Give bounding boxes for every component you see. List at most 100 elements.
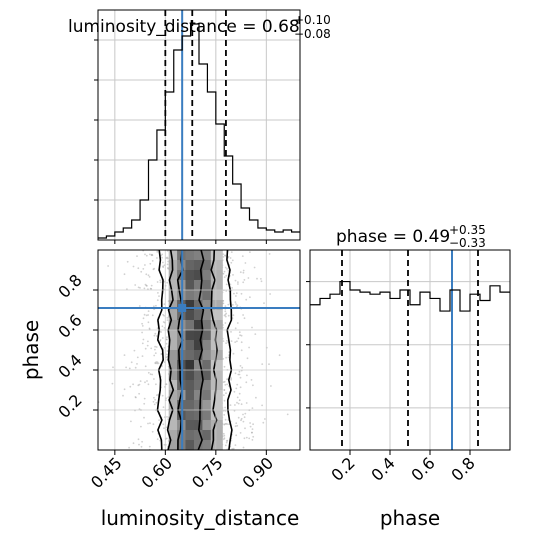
joint-density-bin (210, 320, 223, 330)
joint-truth-marker (178, 304, 187, 312)
joint-density-bin (168, 250, 181, 260)
joint-sample-point (163, 427, 165, 430)
joint-sample-point (230, 251, 233, 254)
joint-sample-point (242, 281, 245, 284)
joint-sample-point (243, 279, 246, 281)
panel-ld-marginal: luminosity_distance = 0.68 +0.10 −0.08 (68, 9, 331, 244)
joint-sample-point (240, 403, 243, 406)
joint-sample-point (144, 381, 146, 384)
joint-density-bin (202, 250, 215, 260)
joint-sample-point (155, 346, 158, 348)
joint-density-bin (210, 280, 223, 290)
joint-sample-point (144, 253, 146, 256)
joint-sample-point (156, 362, 159, 365)
joint-sample-point (162, 423, 165, 426)
joint-sample-point (223, 423, 226, 426)
joint-sample-point (137, 384, 140, 387)
joint-sample-point (149, 262, 152, 265)
joint-sample-point (251, 428, 254, 430)
joint-density-bin (185, 330, 198, 340)
joint-sample-point (252, 423, 255, 426)
joint-density-bin (210, 420, 223, 430)
joint-sample-point (229, 257, 232, 259)
joint-sample-point (144, 283, 147, 286)
phase-title-label: phase = 0.49 (336, 227, 450, 247)
joint-sample-point (123, 354, 126, 356)
joint-sample-point (159, 281, 162, 284)
joint-sample-point (238, 392, 241, 395)
joint-density-bin (194, 370, 206, 380)
joint-sample-point (225, 422, 228, 425)
joint-sample-point (148, 276, 151, 278)
joint-sample-point (150, 288, 153, 290)
joint-sample-point (235, 303, 237, 305)
joint-sample-point (162, 266, 165, 269)
joint-sample-point (226, 268, 228, 270)
joint-sample-point (224, 305, 227, 307)
joint-sample-point (226, 440, 228, 442)
panel-joint: 0.45 0.60 0.75 0.90 0.2 0.4 0.6 0.8 luminosity… (19, 249, 301, 530)
joint-sample-point (224, 444, 227, 447)
joint-density-bin (210, 390, 223, 400)
joint-density-bin (185, 250, 198, 260)
joint-density-bin (202, 360, 215, 370)
joint-sample-point (236, 304, 239, 307)
joint-sample-point (236, 322, 239, 324)
joint-sample-point (145, 254, 148, 257)
joint-sample-point (234, 327, 237, 330)
joint-sample-point (244, 427, 246, 430)
joint-sample-point (149, 253, 151, 256)
phase-title-sub: −0.33 (449, 236, 486, 250)
joint-density-bin (168, 320, 181, 330)
joint-density-bin (210, 430, 223, 440)
phase-title: phase = 0.49 (336, 227, 450, 247)
joint-sample-point (256, 277, 258, 280)
joint-density-bin (202, 400, 215, 410)
joint-sample-point (231, 287, 234, 289)
joint-sample-point (234, 301, 237, 303)
joint-sample-point (226, 439, 229, 442)
joint-sample-point (166, 336, 168, 339)
joint-ytick-label: 0.4 (54, 350, 85, 381)
joint-density-bin (202, 420, 215, 430)
joint-sample-point (249, 425, 252, 428)
joint-sample-point (243, 317, 246, 320)
joint-sample-point (137, 438, 140, 441)
joint-sample-point (146, 344, 149, 347)
joint-density-bin (194, 340, 206, 350)
joint-sample-point (147, 314, 150, 316)
joint-sample-point (149, 373, 152, 376)
joint-sample-point (167, 267, 170, 270)
joint-density-bin (202, 280, 215, 290)
joint-sample-point (235, 295, 237, 297)
joint-density-bin (210, 400, 223, 410)
joint-sample-point (153, 334, 156, 337)
joint-density-bin (185, 430, 198, 440)
joint-sample-point (143, 402, 146, 405)
joint-sample-point (137, 286, 140, 289)
joint-sample-point (242, 314, 245, 316)
joint-sample-point (156, 438, 159, 440)
joint-sample-point (144, 365, 147, 368)
joint-sample-point (161, 325, 164, 328)
joint-sample-point (167, 418, 170, 420)
joint-sample-point (134, 284, 137, 286)
joint-sample-point (142, 317, 145, 320)
joint-sample-point (153, 305, 155, 308)
joint-sample-point (152, 423, 155, 426)
joint-sample-point (126, 260, 129, 263)
joint-sample-point (111, 382, 114, 385)
joint-sample-point (140, 270, 143, 273)
joint-density-bin (202, 370, 215, 380)
joint-sample-point (141, 440, 144, 443)
joint-density-bin (210, 370, 223, 380)
joint-sample-point (139, 380, 142, 382)
joint-sample-point (241, 366, 244, 369)
phase-histogram (310, 280, 510, 312)
joint-sample-point (154, 352, 157, 354)
joint-grid (98, 250, 300, 450)
joint-sample-point (165, 437, 168, 440)
joint-sample-point (234, 404, 236, 406)
joint-sample-point (222, 432, 225, 435)
